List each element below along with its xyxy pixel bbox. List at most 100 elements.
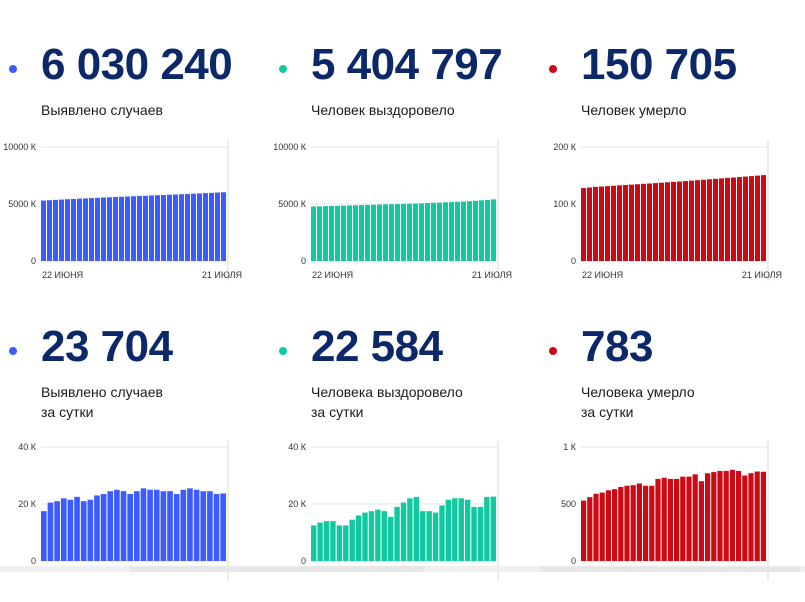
bar[interactable] (437, 202, 442, 261)
bar[interactable] (167, 491, 173, 561)
bar[interactable] (161, 194, 166, 261)
bar[interactable] (443, 202, 448, 261)
bar[interactable] (473, 200, 478, 261)
bar[interactable] (653, 183, 658, 261)
bar[interactable] (140, 488, 147, 561)
bar[interactable] (149, 195, 154, 261)
bar[interactable] (742, 475, 748, 562)
bar[interactable] (47, 200, 52, 261)
bar[interactable] (100, 494, 107, 561)
bar[interactable] (329, 205, 334, 261)
bar[interactable] (185, 193, 190, 261)
bar[interactable] (692, 474, 698, 561)
bar[interactable] (754, 471, 760, 561)
bar[interactable] (355, 515, 362, 561)
bar[interactable] (113, 196, 118, 261)
bar[interactable] (748, 473, 754, 561)
bar[interactable] (47, 502, 54, 561)
bar[interactable] (686, 476, 692, 561)
bar[interactable] (647, 183, 652, 261)
bar[interactable] (491, 199, 496, 261)
bar[interactable] (59, 199, 64, 261)
bar[interactable] (371, 204, 376, 261)
bar[interactable] (330, 521, 336, 561)
bar[interactable] (137, 195, 142, 261)
bar[interactable] (705, 473, 711, 561)
bar[interactable] (311, 525, 317, 562)
bar[interactable] (490, 496, 496, 561)
bar[interactable] (368, 511, 375, 562)
bar[interactable] (484, 496, 490, 562)
bar[interactable] (394, 506, 400, 561)
bar[interactable] (213, 494, 220, 561)
bar[interactable] (311, 206, 316, 261)
bar[interactable] (349, 519, 355, 561)
bar[interactable] (683, 181, 688, 261)
bar[interactable] (581, 500, 587, 561)
bar[interactable] (323, 206, 328, 261)
bar[interactable] (65, 199, 70, 261)
bar[interactable] (87, 499, 94, 561)
bar[interactable] (630, 485, 636, 561)
bar[interactable] (618, 486, 624, 561)
bar[interactable] (193, 489, 200, 561)
bar[interactable] (635, 184, 640, 261)
bar[interactable] (655, 478, 661, 561)
bar[interactable] (617, 185, 622, 261)
bar[interactable] (387, 516, 394, 561)
bar[interactable] (134, 491, 140, 561)
bar[interactable] (407, 498, 413, 561)
bar[interactable] (445, 499, 452, 561)
bar[interactable] (317, 522, 323, 561)
bar[interactable] (365, 204, 370, 261)
bar[interactable] (612, 489, 618, 561)
bar[interactable] (127, 494, 133, 561)
bar[interactable] (341, 205, 346, 261)
bar[interactable] (449, 202, 454, 261)
bar[interactable] (661, 477, 667, 561)
bar[interactable] (359, 205, 364, 261)
bar[interactable] (401, 203, 406, 261)
bar[interactable] (107, 491, 114, 561)
bar[interactable] (67, 499, 74, 561)
bar[interactable] (179, 194, 184, 261)
bar[interactable] (200, 491, 207, 561)
bar[interactable] (420, 511, 426, 562)
bar[interactable] (593, 186, 598, 261)
bar[interactable] (729, 469, 735, 561)
bar[interactable] (458, 498, 464, 561)
bar[interactable] (698, 481, 704, 561)
bar[interactable] (636, 483, 642, 561)
bar[interactable] (114, 489, 120, 561)
bar[interactable] (407, 203, 412, 261)
bar[interactable] (101, 197, 106, 262)
bar[interactable] (209, 192, 214, 261)
bar[interactable] (665, 182, 670, 261)
bar[interactable] (41, 511, 47, 562)
bar[interactable] (119, 196, 124, 261)
bar[interactable] (659, 182, 664, 261)
bar[interactable] (71, 198, 76, 261)
bar[interactable] (335, 205, 340, 261)
bar[interactable] (624, 485, 630, 561)
bar[interactable] (413, 496, 420, 562)
bar[interactable] (731, 177, 736, 261)
bar[interactable] (173, 194, 178, 261)
bar[interactable] (80, 501, 87, 561)
bar[interactable] (419, 203, 424, 261)
bar[interactable] (761, 175, 766, 261)
bar[interactable] (749, 176, 754, 261)
bar[interactable] (464, 499, 471, 561)
bar[interactable] (599, 186, 604, 262)
bar[interactable] (649, 485, 655, 561)
bar[interactable] (689, 180, 694, 261)
bar[interactable] (485, 199, 490, 261)
bar[interactable] (381, 511, 387, 562)
bar[interactable] (83, 198, 88, 261)
bar[interactable] (323, 521, 330, 561)
bar[interactable] (581, 188, 586, 261)
bar[interactable] (467, 201, 472, 261)
bar[interactable] (479, 200, 484, 261)
bar[interactable] (671, 181, 676, 261)
bar[interactable] (207, 491, 213, 561)
